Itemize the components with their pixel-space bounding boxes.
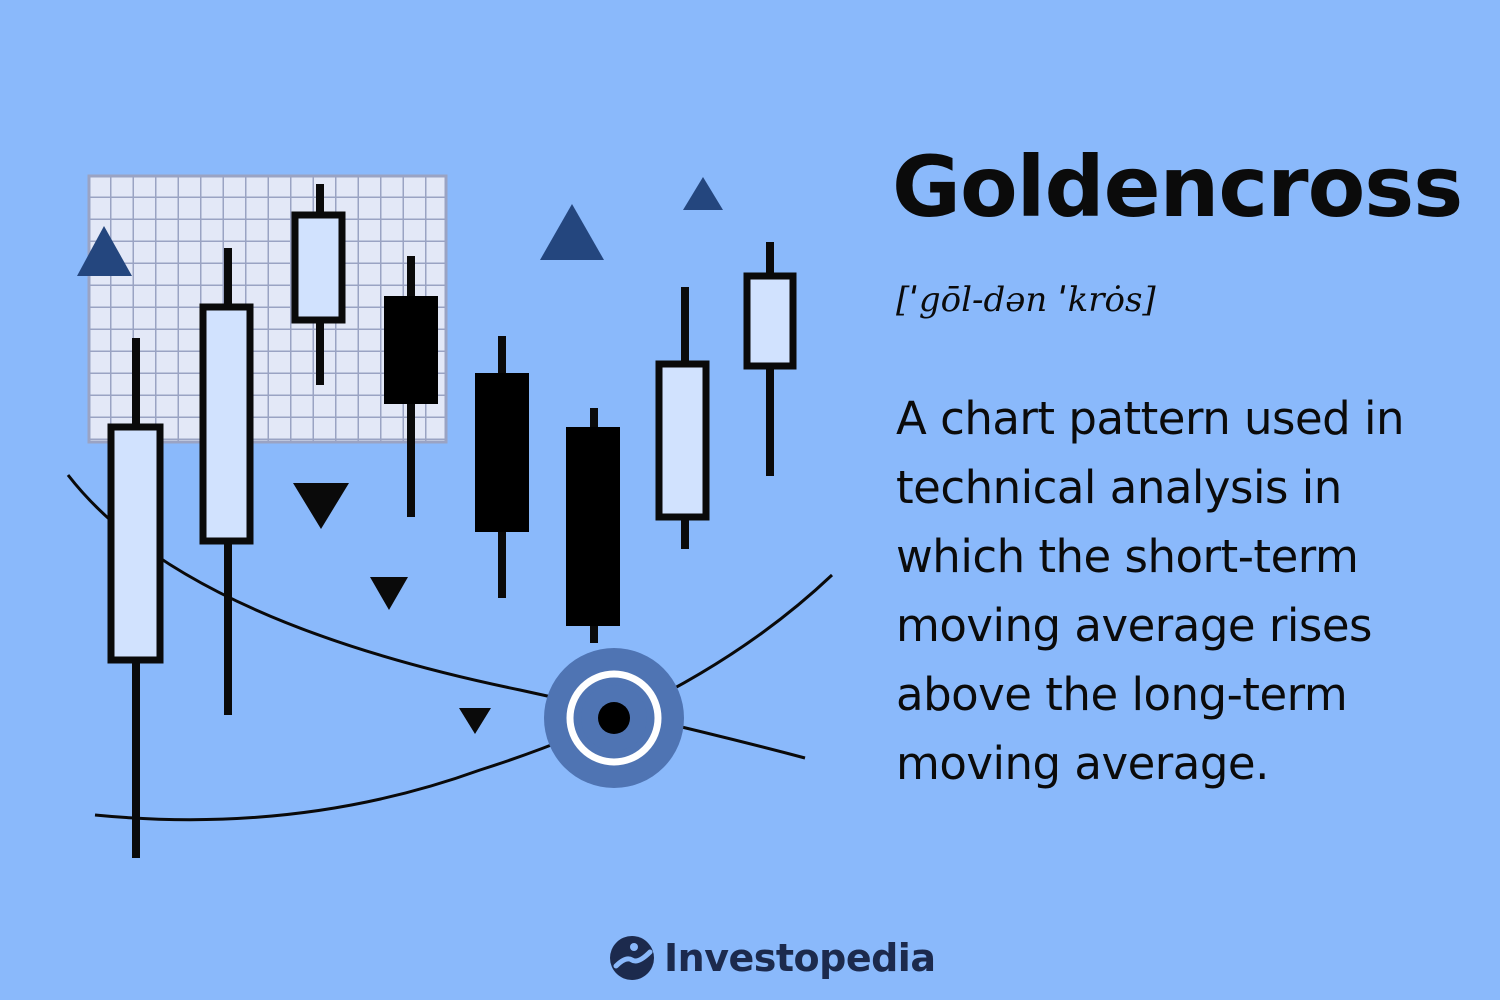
- candlestick-3: [291, 184, 346, 385]
- candlestick-8: [743, 242, 797, 476]
- down-triangle-icon: [459, 708, 491, 734]
- candlestick-7: [655, 287, 710, 549]
- up-triangle-icon: [77, 226, 132, 276]
- definition-text: A chart pattern used in technical analys…: [896, 392, 1405, 790]
- down-triangle-icon: [293, 483, 349, 529]
- crossover-point-marker: [544, 648, 684, 788]
- short-term-moving-average-line: [94, 573, 834, 822]
- golden-cross-illustration: [66, 174, 834, 858]
- up-triangle-icon: [683, 177, 723, 210]
- candlestick-1: [107, 338, 164, 858]
- investopedia-logo-icon: [610, 936, 654, 980]
- candlestick-5: [475, 336, 529, 598]
- down-triangle-icon: [370, 577, 408, 610]
- pronunciation: [ˈgōl-dən ˈkrȯs]: [896, 280, 1156, 320]
- investopedia-logo: Investopedia: [610, 930, 936, 986]
- candlestick-6: [566, 408, 620, 643]
- candlestick-2: [199, 248, 254, 715]
- brand-name: Investopedia: [664, 936, 936, 980]
- candlestick-4: [384, 256, 438, 517]
- term-title: Goldencross: [892, 138, 1463, 236]
- up-triangle-icon: [540, 204, 604, 260]
